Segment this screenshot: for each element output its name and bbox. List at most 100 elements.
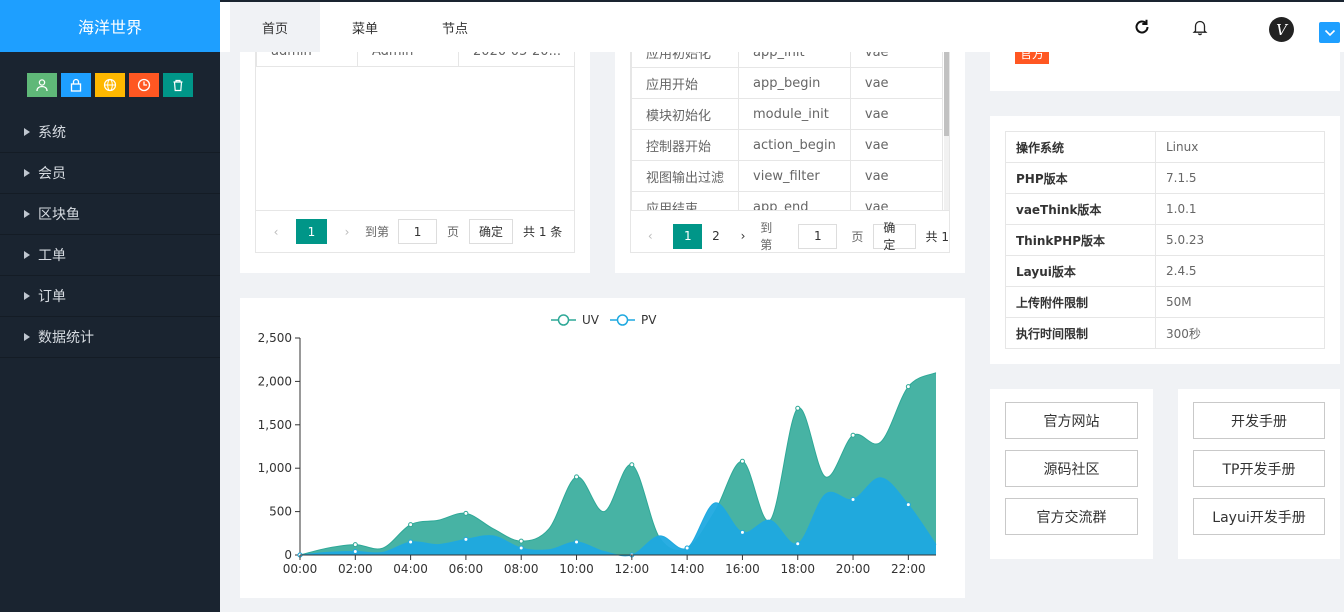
quick-icons (0, 52, 220, 164)
series-point-pv (518, 545, 524, 551)
status-badge: 官方 (1015, 52, 1050, 64)
pager-prev-icon[interactable]: ‹ (647, 229, 653, 243)
table-row[interactable]: admin Admin 2020-05-20... (256, 52, 574, 67)
sidebar-item-system[interactable]: 系统 (0, 112, 220, 153)
info-key: PHP版本 (1005, 162, 1156, 194)
bell-icon (1192, 20, 1208, 36)
table-scrollbar[interactable] (944, 52, 949, 210)
notification-button[interactable] (1189, 16, 1211, 38)
sidebar-item-tickets[interactable]: 工单 (0, 235, 220, 276)
pager-prev-icon[interactable]: ‹ (273, 224, 279, 239)
globe-quick-button[interactable] (95, 73, 125, 97)
tab-nodes[interactable]: 节点 (410, 2, 500, 52)
caret-right-icon (24, 251, 30, 259)
info-key: 操作系统 (1005, 131, 1156, 163)
series-area-uv (300, 372, 936, 555)
info-value: 1.0.1 (1155, 193, 1325, 225)
pager-next-icon[interactable]: › (344, 224, 350, 239)
table-row[interactable]: 应用开始 app_begin vae (631, 67, 944, 99)
series-point-uv (795, 405, 801, 411)
series-point-uv (574, 474, 580, 480)
pager-confirm-button[interactable]: 确定 (469, 219, 514, 244)
system-info-card: 操作系统 Linux PHP版本 7.1.5 vaeThink版本 1.0.1 Thi… (990, 116, 1340, 364)
clock-quick-button[interactable] (129, 73, 159, 97)
source-community-button[interactable]: 源码社区 (1005, 450, 1138, 487)
info-value: 2.4.5 (1155, 255, 1325, 287)
series-point-pv (408, 539, 414, 545)
avatar[interactable]: V (1269, 17, 1294, 42)
table-row[interactable]: 视图输出过滤 view_filter vae (631, 160, 944, 192)
sidebar-item-statistics[interactable]: 数据统计 (0, 317, 220, 358)
sidebar-item-label: 工单 (38, 248, 66, 264)
table-cell: 模块初始化 (631, 98, 740, 130)
y-tick-label: 1,500 (258, 418, 292, 432)
tab-label: 菜单 (351, 21, 378, 37)
dev-manual-button[interactable]: 开发手册 (1193, 402, 1325, 439)
official-group-button[interactable]: 官方交流群 (1005, 498, 1138, 535)
sidebar-item-orders[interactable]: 订单 (0, 276, 220, 317)
info-row: 上传附件限制 50M (1005, 286, 1325, 318)
trash-quick-button[interactable] (163, 73, 193, 97)
pager-goto-input[interactable] (398, 219, 438, 244)
x-tick-label: 04:00 (393, 562, 428, 576)
series-point-pv (574, 539, 580, 545)
table-cell: vae (849, 129, 944, 161)
pager-confirm-button[interactable]: 确定 (873, 221, 916, 252)
layui-manual-button[interactable]: Layui开发手册 (1193, 498, 1325, 535)
official-site-button[interactable]: 官方网站 (1005, 402, 1138, 439)
series-point-uv (739, 458, 745, 464)
table-cell: app_init (738, 52, 851, 68)
sidebar-nav: 系统 会员 区块鱼 工单 订单 数据统计 (0, 112, 220, 358)
user-quick-button[interactable] (27, 73, 57, 97)
admin-pager: ‹ 1 › 到第 页 确定 共 1 条 (266, 219, 562, 244)
series-point-pv (463, 536, 469, 542)
table-row[interactable]: 应用初始化 app_init vae (631, 52, 944, 68)
docs-links-card: 开发手册 TP开发手册 Layui开发手册 (1178, 389, 1340, 559)
info-row: Layui版本 2.4.5 (1005, 255, 1325, 287)
series-point-pv (905, 502, 911, 508)
table-cell: app_begin (738, 67, 851, 99)
table-cell: view_filter (738, 160, 851, 192)
x-tick-label: 00:00 (283, 562, 318, 576)
pager-current-page[interactable]: 1 (673, 223, 703, 249)
pager-total: 共 1 条 (523, 225, 563, 239)
table-row[interactable]: 模块初始化 module_init vae (631, 98, 944, 130)
table-cell: 应用初始化 (631, 52, 740, 68)
refresh-icon (1135, 19, 1149, 34)
table-row[interactable]: 控制器开始 action_begin vae (631, 129, 944, 161)
sidebar-item-blockfish[interactable]: 区块鱼 (0, 194, 220, 235)
table-cell: vae (849, 52, 944, 68)
x-tick-label: 16:00 (725, 562, 760, 576)
sidebar-item-label: 系统 (38, 125, 66, 141)
info-value: 7.1.5 (1155, 162, 1325, 194)
admin-table-card: admin Admin 2020-05-20... ‹ 1 › 到第 页 确定 … (240, 52, 590, 273)
x-tick-label: 06:00 (449, 562, 484, 576)
sidebar-item-members[interactable]: 会员 (0, 153, 220, 194)
series-point-uv (850, 432, 856, 438)
pager-page-2[interactable]: 2 (712, 229, 720, 243)
refresh-button[interactable] (1131, 16, 1153, 38)
y-tick-label: 0 (284, 548, 292, 562)
chevron-down-icon (1324, 29, 1335, 36)
info-value: Linux (1155, 131, 1325, 163)
pager-goto-input[interactable] (798, 223, 838, 249)
scrollbar-thumb[interactable] (944, 52, 949, 136)
x-tick-label: 22:00 (891, 562, 926, 576)
user-icon (36, 79, 48, 92)
pager-goto-label: 到第 (760, 221, 773, 252)
pager-next-icon[interactable]: › (740, 229, 746, 243)
user-menu-toggle[interactable] (1319, 22, 1340, 43)
system-info-table: 操作系统 Linux PHP版本 7.1.5 vaeThink版本 1.0.1 Thi… (1005, 131, 1325, 349)
tab-home[interactable]: 首页 (230, 0, 320, 52)
app-logo[interactable]: 海洋世界 (0, 0, 220, 52)
tp-manual-button[interactable]: TP开发手册 (1193, 450, 1325, 487)
lock-quick-button[interactable] (61, 73, 91, 97)
pager-current-page[interactable]: 1 (296, 219, 327, 244)
hooks-pager: ‹ 1 2 › 到第 页 确定 共 1 (641, 219, 949, 252)
top-header: 首页 菜单 节点 V (220, 0, 1344, 52)
series-point-uv (518, 538, 524, 544)
tab-menu[interactable]: 菜单 (320, 2, 410, 52)
y-tick-label: 500 (269, 505, 292, 519)
tab-label: 节点 (441, 21, 468, 37)
x-tick-label: 20:00 (836, 562, 871, 576)
